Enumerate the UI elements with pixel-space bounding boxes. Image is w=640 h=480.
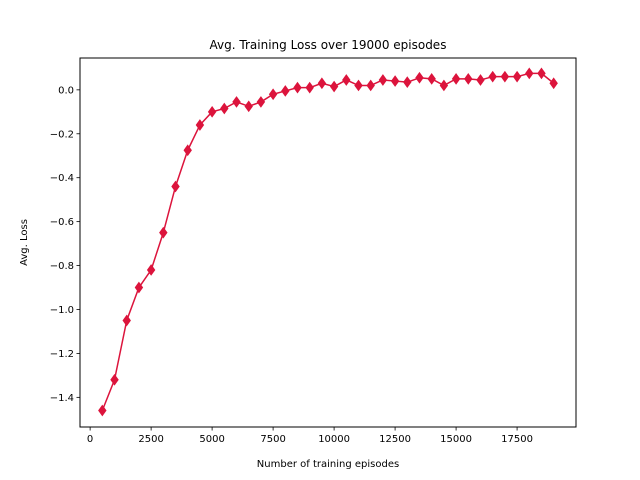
x-axis-title: Number of training episodes: [257, 459, 399, 470]
loss-data-point: [281, 85, 290, 97]
loss-data-point: [305, 81, 314, 94]
loss-data-point: [403, 76, 412, 89]
y-axis: −1.4 −1.2 −1.0 −0.8 −0.6 −0.4 −0.2 0.0: [50, 85, 80, 404]
loss-data-point: [439, 79, 449, 92]
loss-data-point: [134, 281, 144, 294]
loss-data-point: [427, 73, 436, 85]
y-tick-label: −1.2: [50, 349, 74, 360]
loss-data-point: [110, 373, 119, 386]
y-tick-label: −0.2: [50, 129, 74, 140]
loss-data-point: [500, 70, 510, 83]
loss-data-point: [390, 75, 400, 87]
loss-data-point: [354, 79, 363, 92]
y-tick-label: −0.8: [50, 261, 74, 272]
loss-data-point: [451, 73, 461, 85]
loss-data-point: [549, 77, 558, 90]
loss-data-point: [220, 102, 229, 115]
loss-data-point: [183, 144, 192, 157]
y-tick-label: −1.4: [50, 393, 74, 404]
loss-data-point: [256, 96, 266, 108]
loss-data-point: [232, 96, 241, 108]
x-axis: 0 2500 5000 7500 10000 12500 15000 17500: [87, 427, 533, 445]
y-tick-label: −0.6: [50, 217, 74, 228]
loss-data-point: [415, 71, 424, 84]
y-tick-label: 0.0: [58, 85, 74, 96]
loss-data-point: [329, 80, 339, 93]
loss-data-point: [488, 70, 497, 83]
loss-data-point: [293, 81, 302, 94]
x-tick-label: 15000: [440, 434, 472, 445]
loss-data-point: [195, 119, 205, 131]
loss-data-point: [464, 73, 473, 85]
loss-data-point: [317, 77, 327, 90]
plot-area: [98, 67, 558, 417]
x-tick-label: 5000: [199, 434, 224, 445]
loss-data-point: [122, 314, 131, 327]
y-tick-label: −1.0: [50, 305, 74, 316]
y-tick-label: −0.4: [50, 173, 74, 184]
loss-data-point: [146, 264, 156, 276]
chart-title: Avg. Training Loss over 19000 episodes: [210, 38, 447, 52]
loss-data-point: [244, 100, 253, 113]
axes-frame: [79, 57, 577, 428]
loss-data-point: [476, 74, 485, 86]
x-tick-label: 2500: [138, 434, 163, 445]
loss-data-point: [537, 67, 546, 80]
loss-data-point: [366, 79, 375, 92]
x-tick-label: 7500: [260, 434, 285, 445]
loss-data-point: [512, 70, 522, 83]
loss-data-point: [342, 74, 351, 86]
loss-data-point: [159, 226, 168, 239]
loss-data-point: [207, 105, 217, 118]
loss-data-point: [171, 180, 180, 193]
loss-data-point: [378, 74, 388, 86]
loss-data-point: [268, 88, 278, 101]
y-axis-title: Avg. Loss: [19, 219, 30, 266]
x-tick-label: 10000: [318, 434, 350, 445]
loss-data-point: [525, 67, 534, 80]
x-tick-label: 17500: [501, 434, 533, 445]
loss-data-point: [98, 404, 107, 417]
x-tick-label: 0: [87, 434, 93, 445]
x-tick-label: 12500: [379, 434, 411, 445]
